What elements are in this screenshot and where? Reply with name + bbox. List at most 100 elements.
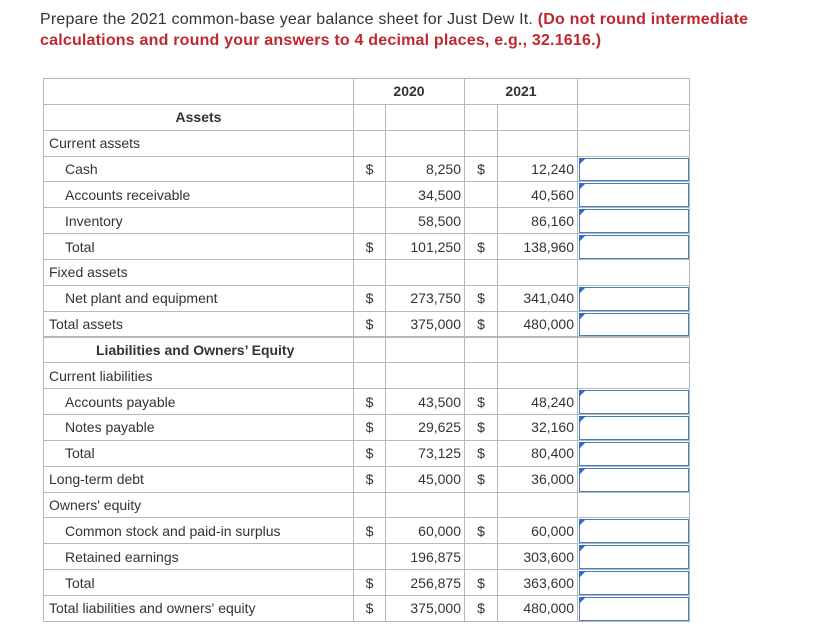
- dollar-sign: [464, 258, 498, 286]
- row-label: Total liabilities and owners' equity: [43, 595, 354, 622]
- answer-input[interactable]: [579, 157, 689, 182]
- amount: [385, 491, 465, 519]
- answer-input[interactable]: [579, 235, 689, 259]
- amount: 80,400: [497, 439, 578, 467]
- amount: 480,000: [497, 310, 578, 338]
- dollar-sign: $: [464, 155, 498, 183]
- header-cell: [577, 78, 690, 105]
- input-flag: [579, 545, 586, 553]
- row-label: Fixed assets: [43, 258, 354, 286]
- answer-cell: [577, 362, 690, 390]
- amount: 32,160: [497, 414, 578, 441]
- answer-input[interactable]: [579, 441, 689, 466]
- dollar-sign: $: [353, 284, 386, 312]
- dollar-sign: $: [353, 310, 386, 338]
- header-cell: [43, 78, 354, 105]
- dollar-sign: $: [464, 284, 498, 312]
- answer-cell: [577, 103, 690, 131]
- row-label: Owners' equity: [43, 491, 354, 519]
- input-flag: [579, 597, 586, 604]
- answer-input[interactable]: [579, 571, 689, 595]
- dollar-sign: $: [464, 517, 498, 545]
- amount: [385, 103, 465, 131]
- answer-input[interactable]: [579, 286, 689, 311]
- answer-input[interactable]: [579, 390, 689, 415]
- answer-cell: [577, 595, 690, 622]
- amount: 375,000: [385, 310, 465, 338]
- dollar-sign: $: [353, 233, 386, 260]
- amount: 341,040: [497, 284, 578, 312]
- amount: [497, 129, 578, 157]
- dollar-sign: [353, 543, 386, 571]
- dollar-sign: $: [353, 465, 386, 493]
- amount: 303,600: [497, 543, 578, 571]
- amount: [385, 258, 465, 286]
- dollar-sign: $: [464, 439, 498, 467]
- answer-input[interactable]: [579, 416, 689, 440]
- row-label: Net plant and equipment: [43, 284, 354, 312]
- amount: [497, 362, 578, 390]
- amount: 273,750: [385, 284, 465, 312]
- dollar-sign: [464, 207, 498, 235]
- answer-input[interactable]: [579, 519, 689, 544]
- answer-cell: [577, 258, 690, 286]
- dollar-sign: [353, 129, 386, 157]
- amount: 86,160: [497, 207, 578, 235]
- amount: [497, 258, 578, 286]
- amount: 29,625: [385, 414, 465, 441]
- instruction-note: (Do not round intermediate calculations …: [40, 11, 749, 49]
- dollar-sign: $: [353, 517, 386, 545]
- answer-input[interactable]: [579, 183, 689, 208]
- answer-cell: [577, 491, 690, 519]
- input-flag: [579, 571, 586, 579]
- answer-input[interactable]: [579, 312, 689, 337]
- row-label: Assets: [43, 103, 354, 131]
- dollar-sign: [464, 129, 498, 157]
- amount: 196,875: [385, 543, 465, 571]
- row-label: Retained earnings: [43, 543, 354, 571]
- input-flag: [579, 209, 586, 217]
- amount: 60,000: [497, 517, 578, 545]
- input-flag: [579, 519, 586, 527]
- input-flag: [579, 286, 586, 294]
- dollar-sign: $: [353, 569, 386, 596]
- dollar-sign: [353, 491, 386, 519]
- input-flag: [579, 312, 586, 320]
- input-flag: [579, 235, 586, 243]
- dollar-sign: [353, 103, 386, 131]
- amount: [385, 129, 465, 157]
- instruction-text: Prepare the 2021 common-base year balanc…: [40, 11, 534, 28]
- amount: 363,600: [497, 569, 578, 596]
- amount: 34,500: [385, 181, 465, 209]
- dollar-sign: [353, 362, 386, 390]
- answer-input[interactable]: [579, 467, 689, 492]
- row-label: Total: [43, 439, 354, 467]
- amount: [497, 336, 578, 364]
- amount: [497, 491, 578, 519]
- answer-input[interactable]: [579, 597, 689, 621]
- dollar-sign: [464, 543, 498, 571]
- amount: 48,240: [497, 388, 578, 416]
- row-label: Inventory: [43, 207, 354, 235]
- answer-input[interactable]: [579, 209, 689, 234]
- input-flag: [579, 467, 586, 475]
- dollar-sign: [464, 362, 498, 390]
- dollar-sign: $: [464, 233, 498, 260]
- dollar-sign: $: [464, 388, 498, 416]
- answer-cell: [577, 336, 690, 364]
- dollar-sign: $: [353, 595, 386, 622]
- column-header: 2021: [464, 78, 578, 105]
- row-label: Current liabilities: [43, 362, 354, 390]
- answer-input[interactable]: [579, 545, 689, 570]
- amount: [497, 103, 578, 131]
- amount: 101,250: [385, 233, 465, 260]
- row-label: Accounts receivable: [43, 181, 354, 209]
- input-flag: [579, 183, 586, 191]
- row-label: Notes payable: [43, 414, 354, 441]
- amount: 58,500: [385, 207, 465, 235]
- column-header: 2020: [353, 78, 465, 105]
- dollar-sign: [353, 207, 386, 235]
- row-label: Long-term debt: [43, 465, 354, 493]
- dollar-sign: $: [353, 414, 386, 441]
